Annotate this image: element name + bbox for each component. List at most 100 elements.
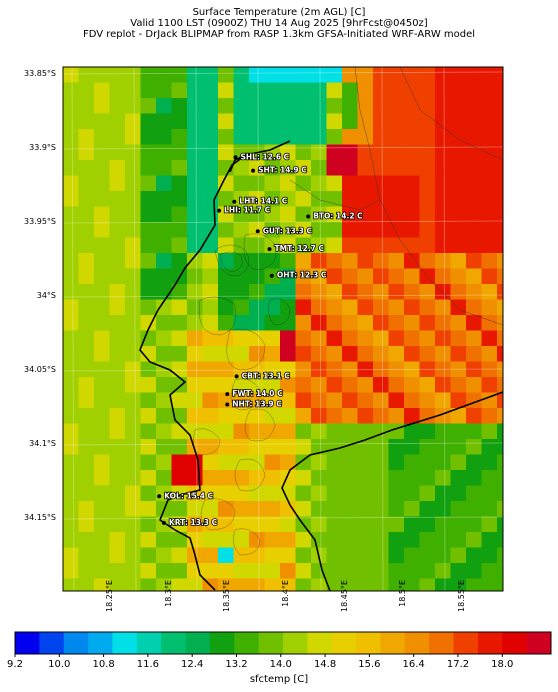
temperature-cell [187,160,204,177]
temperature-cell [264,82,281,99]
temperature-cell [357,532,374,549]
station-label: LHT: 14.1 C [239,197,287,206]
temperature-cell [388,423,405,440]
temperature-cell [63,346,80,363]
temperature-cell [264,501,281,518]
temperature-cell [63,470,80,487]
temperature-cell [171,284,188,301]
temperature-cell [326,222,343,239]
temperature-cell [466,284,483,301]
longitude-tick-label: 18.4°E [280,580,290,607]
temperature-cell [63,98,80,115]
temperature-cell [78,222,95,239]
temperature-cell [435,82,452,99]
temperature-cell [357,485,374,502]
temperature-cell [171,392,188,409]
temperature-cell [373,470,390,487]
temperature-cell [187,82,204,99]
temperature-cell [466,361,483,378]
temperature-cell [202,501,219,518]
temperature-cell [171,175,188,192]
temperature-cell [481,501,498,518]
temperature-cell [218,377,235,394]
colorbar-tick-label: 18.0 [491,659,514,670]
latitude-tick-label: 34°S [36,291,56,301]
temperature-cell [171,516,188,533]
temperature-cell [466,237,483,254]
temperature-cell [373,330,390,347]
temperature-cell [311,82,328,99]
temperature-cell [373,578,390,591]
temperature-cell [404,284,421,301]
temperature-cell [156,253,173,270]
temperature-cell [388,113,405,130]
temperature-cell [249,423,266,440]
temperature-cell [187,253,204,270]
temperature-cell [280,191,297,208]
temperature-cell [63,82,80,99]
temperature-cell [388,67,405,84]
temperature-cell [171,563,188,580]
temperature-cell [311,454,328,471]
temperature-cell [171,191,188,208]
temperature-cell [233,144,250,161]
temperature-cell [109,392,126,409]
temperature-cell [78,547,95,564]
temperature-cell [373,516,390,533]
colorbar-swatch [356,632,381,654]
longitude-tick-label: 18.3°E [163,580,173,607]
temperature-cell [404,144,421,161]
temperature-cell [249,299,266,316]
temperature-cell [373,253,390,270]
temperature-cell [156,175,173,192]
temperature-cell [466,160,483,177]
temperature-cell [357,175,374,192]
temperature-cell [202,516,219,533]
colorbar-tick-label: 9.2 [7,659,23,670]
temperature-cell [94,470,111,487]
temperature-cell [218,175,235,192]
temperature-cell [481,206,498,223]
temperature-cell [373,361,390,378]
temperature-cell [109,175,126,192]
temperature-cell [373,377,390,394]
temperature-cell [342,454,359,471]
temperature-cell [125,454,142,471]
colorbar-tick-label: 16.4 [402,659,425,670]
temperature-cell [373,485,390,502]
temperature-cell [326,470,343,487]
temperature-cell [78,299,95,316]
temperature-cell [404,315,421,332]
temperature-cell [78,206,95,223]
temperature-cell [125,299,142,316]
temperature-cell [419,578,436,591]
temperature-cell [450,315,467,332]
temperature-cell [466,532,483,549]
temperature-cell [187,330,204,347]
temperature-cell [311,423,328,440]
temperature-cell [78,330,95,347]
longitude-tick-label: 18.25°E [104,580,114,612]
temperature-cell [404,206,421,223]
colorbar-tick-label: 12.4 [181,659,204,670]
temperature-cell [156,470,173,487]
temperature-cell [450,330,467,347]
temperature-cell [326,330,343,347]
temperature-cell [63,175,80,192]
temperature-cell [171,439,188,456]
temperature-cell [357,361,374,378]
temperature-cell [94,392,111,409]
temperature-cell [187,315,204,332]
station-marker [232,199,237,204]
temperature-cell [140,516,157,533]
temperature-cell [466,67,483,84]
temperature-cell [218,346,235,363]
temperature-cell [481,516,498,533]
temperature-cell [435,532,452,549]
temperature-cell [466,82,483,99]
temperature-cell [156,346,173,363]
temperature-cell [78,268,95,285]
temperature-cell [373,501,390,518]
temperature-cell [78,516,95,533]
temperature-cell [94,578,111,591]
